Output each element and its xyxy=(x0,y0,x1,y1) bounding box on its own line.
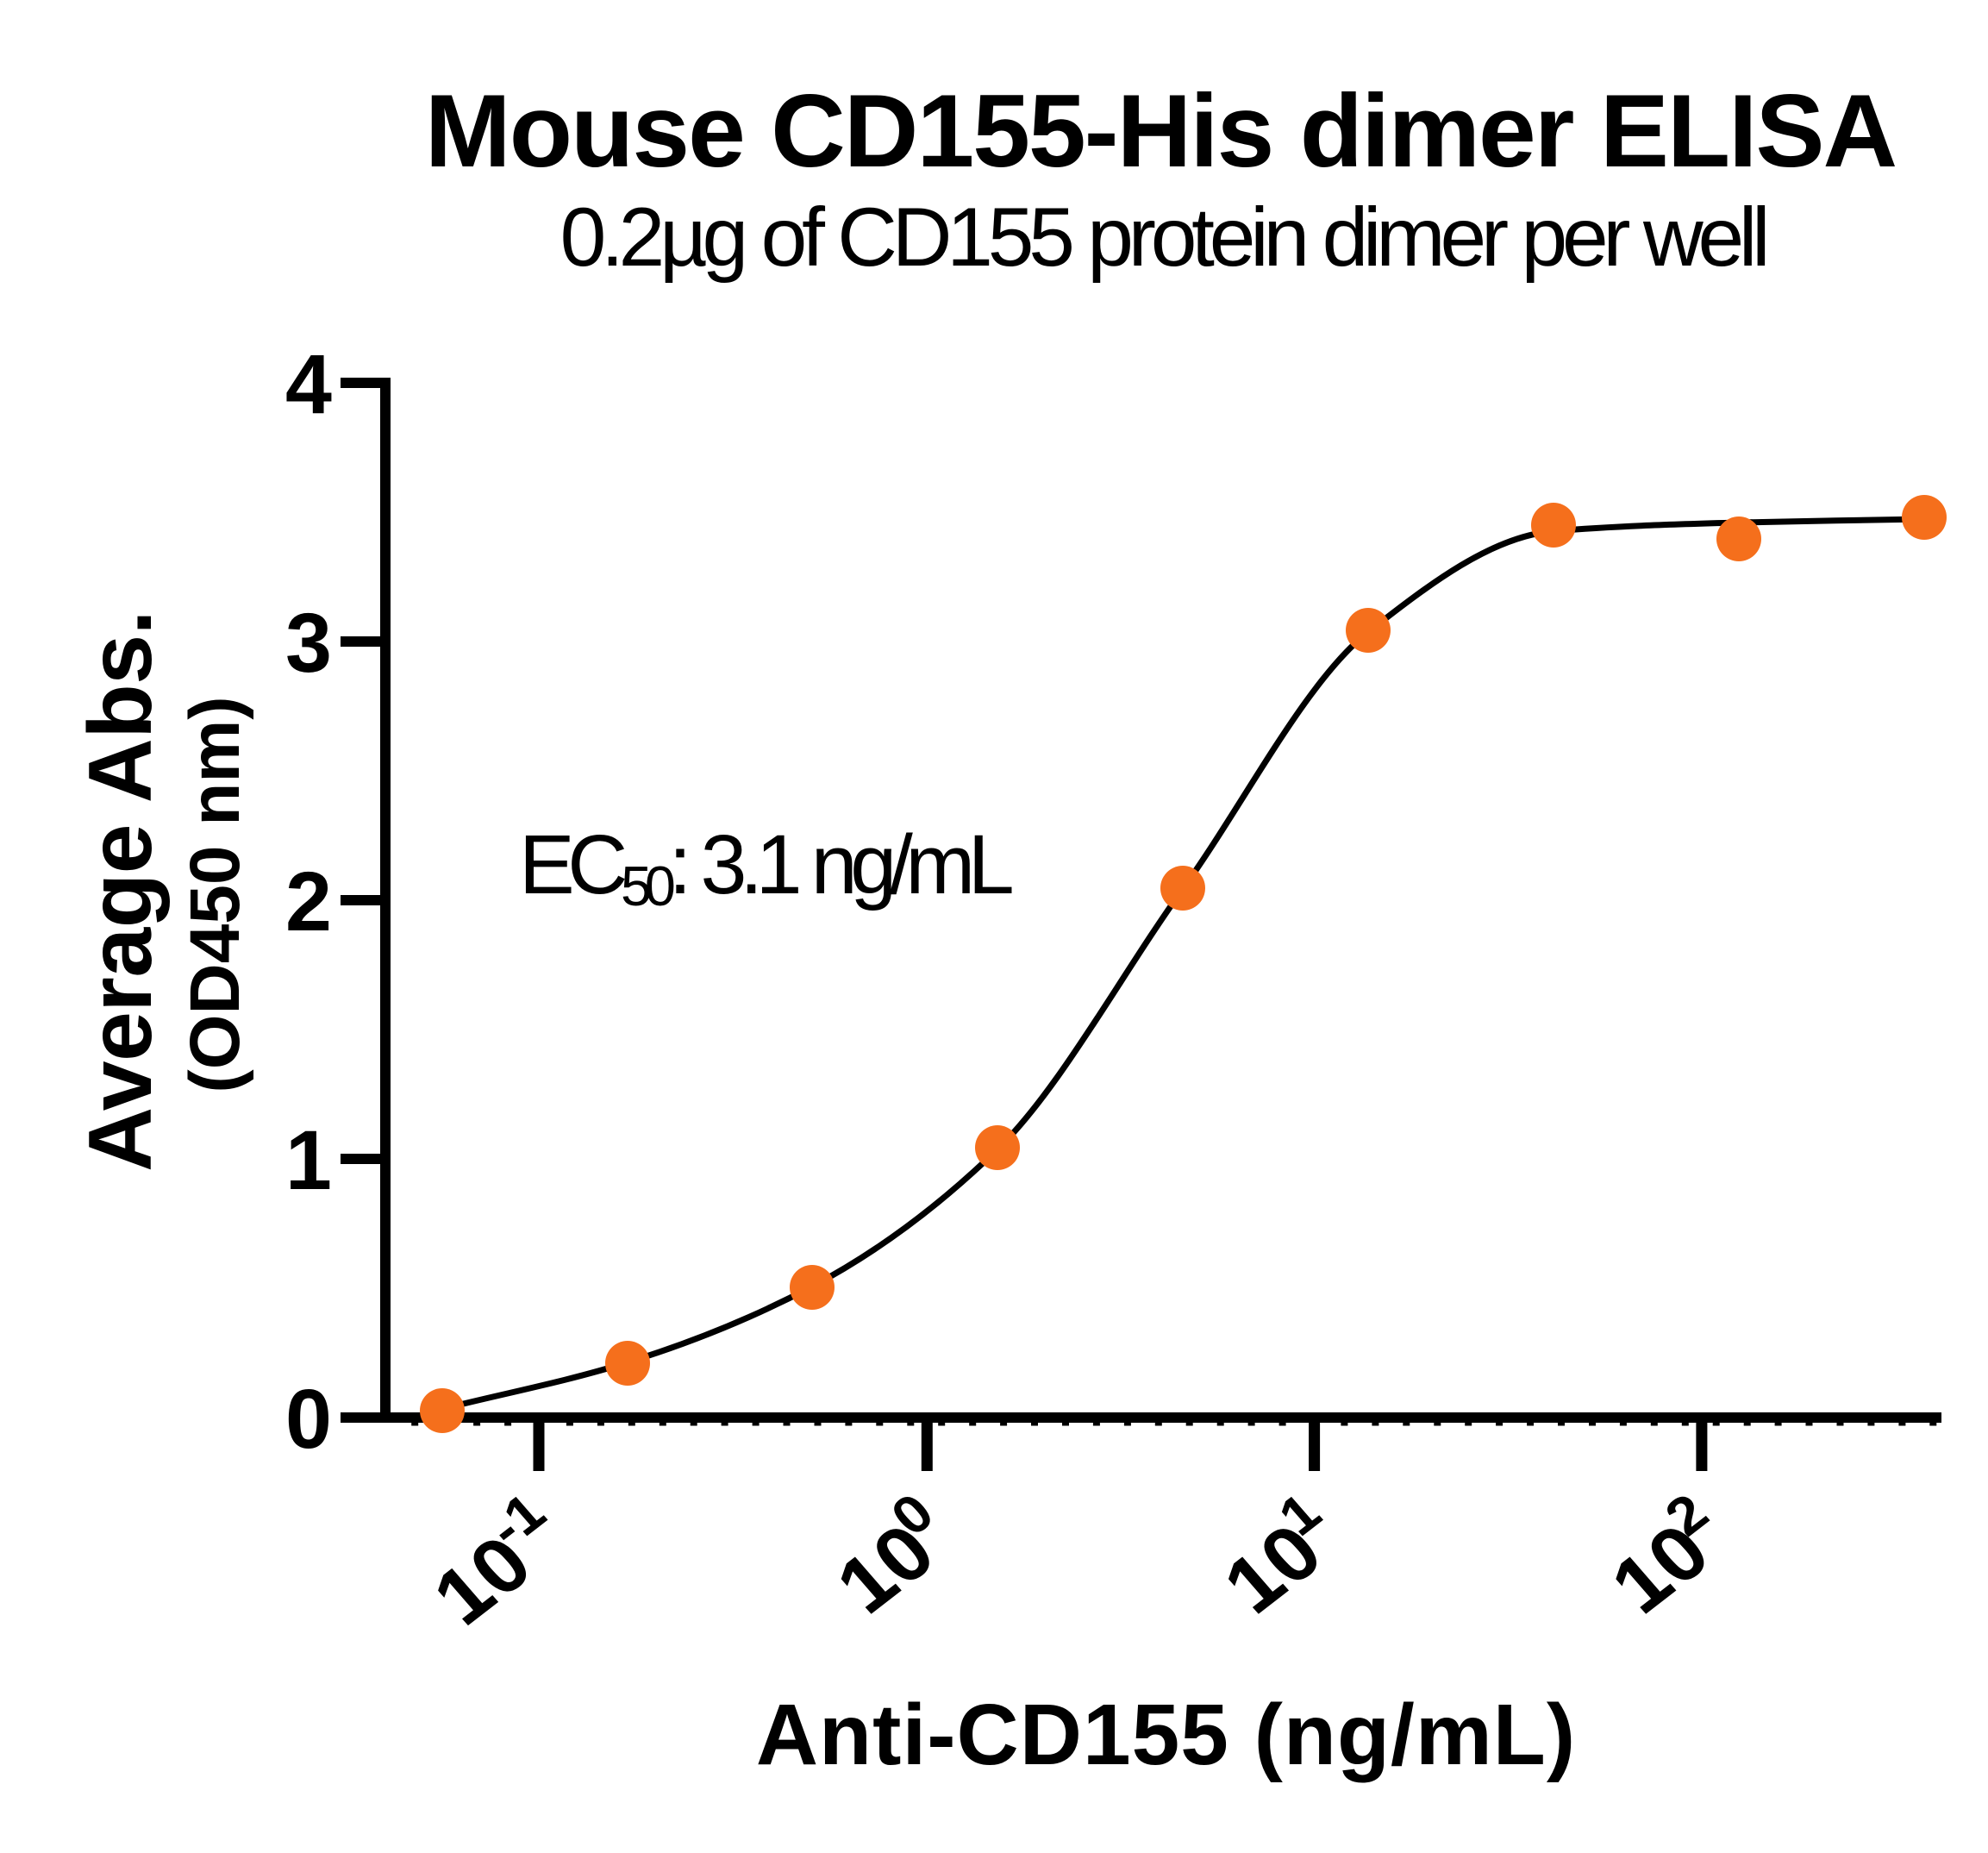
svg-text:0.2µg of CD155 protein dimer p: 0.2µg of CD155 protein dimer per well xyxy=(560,191,1766,284)
svg-text:Mouse CD155-His dimer ELISA: Mouse CD155-His dimer ELISA xyxy=(425,73,1896,189)
svg-text:1: 1 xyxy=(285,1113,332,1207)
svg-text:Average Abs.: Average Abs. xyxy=(71,610,171,1172)
svg-text:Anti-CD155 (ng/mL): Anti-CD155 (ng/mL) xyxy=(756,1687,1576,1783)
svg-text:(OD450 nm): (OD450 nm) xyxy=(176,696,254,1092)
svg-text:4: 4 xyxy=(285,337,332,431)
svg-text:0: 0 xyxy=(285,1372,332,1466)
svg-text:EC50: 3.1 ng/mL: EC50: 3.1 ng/mL xyxy=(519,817,1012,917)
svg-text:2: 2 xyxy=(285,855,332,948)
svg-text:3: 3 xyxy=(285,596,332,690)
